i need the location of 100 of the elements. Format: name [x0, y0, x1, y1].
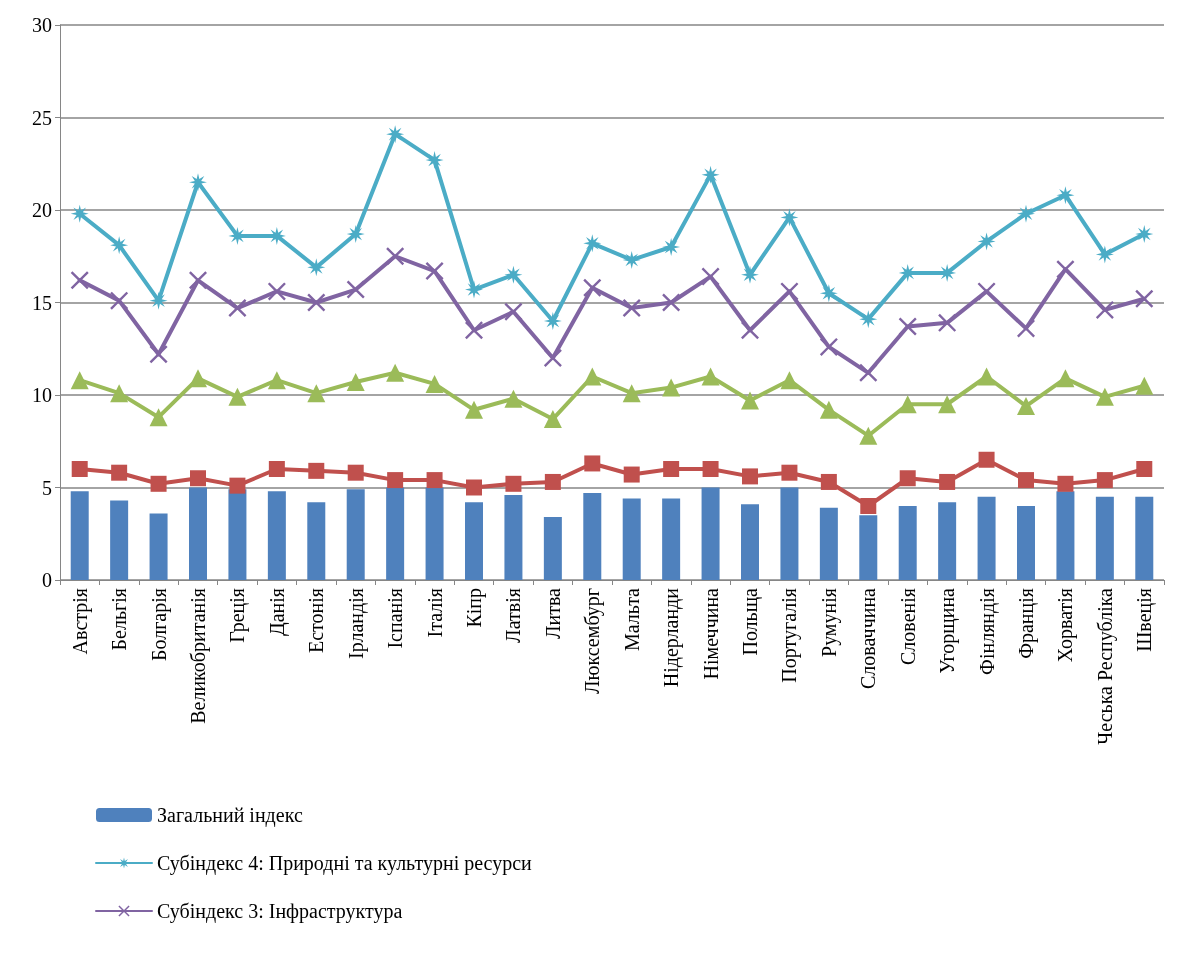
- point: [386, 247, 405, 266]
- point: [584, 455, 601, 472]
- x-tick-label: Словаччина: [857, 587, 880, 689]
- bar: [780, 487, 799, 580]
- bar: [898, 506, 917, 580]
- point: [307, 258, 326, 277]
- point: [387, 472, 404, 489]
- bar: [701, 487, 720, 580]
- x-tick-label: Мальта: [620, 587, 643, 652]
- point: [465, 280, 483, 299]
- point: [741, 265, 759, 284]
- point: [1095, 245, 1114, 264]
- point: [662, 378, 681, 397]
- point: [780, 208, 799, 227]
- point: [938, 313, 957, 332]
- bar: [741, 504, 759, 580]
- point: [267, 282, 286, 301]
- x-tick-label: Великобританія: [187, 588, 210, 724]
- point: [583, 278, 602, 297]
- point: [859, 363, 878, 382]
- point: [189, 173, 207, 192]
- point: [1095, 300, 1114, 319]
- bar: [465, 502, 483, 580]
- point: [111, 464, 128, 481]
- point: [819, 400, 838, 419]
- x-tick-label: Болгарія: [147, 588, 171, 662]
- point: [543, 410, 562, 429]
- point: [505, 475, 522, 492]
- x-tick-label: Румунія: [817, 588, 841, 657]
- x-tick-label: Кіпр: [463, 588, 486, 628]
- bar: [189, 487, 207, 580]
- bar: [307, 502, 326, 580]
- point: [1096, 472, 1113, 489]
- x-tick-label: Фінляндія: [975, 588, 999, 675]
- point: [1135, 376, 1154, 395]
- point: [860, 498, 877, 514]
- point: [741, 391, 759, 410]
- bar: [622, 498, 641, 580]
- point: [1018, 472, 1034, 489]
- point: [1017, 319, 1035, 338]
- point: [543, 312, 562, 330]
- x-tick-label: Греція: [226, 588, 250, 643]
- point: [741, 321, 759, 340]
- point: [425, 374, 444, 393]
- point: [1056, 260, 1075, 279]
- bar: [346, 489, 365, 580]
- x-tick-label: Латвія: [502, 588, 525, 643]
- x-tick-label: Ірландія: [344, 588, 368, 659]
- bar: [662, 498, 681, 580]
- point: [190, 470, 206, 487]
- point: [1057, 475, 1074, 492]
- y-tick-label: 20: [32, 199, 52, 221]
- x-tick-label: Словенія: [896, 588, 919, 665]
- bar: [267, 491, 286, 580]
- point: [978, 451, 995, 468]
- legend-label: Загальний індекс: [157, 804, 303, 827]
- point: [583, 367, 602, 386]
- point: [110, 291, 129, 310]
- y-tick-label: 10: [32, 384, 52, 406]
- point: [346, 225, 365, 244]
- point: [346, 373, 365, 392]
- bar: [1095, 496, 1114, 580]
- point: [229, 477, 246, 494]
- point: [110, 384, 129, 403]
- point: [504, 302, 523, 321]
- bar: [1056, 491, 1075, 580]
- x-tick-label: Чеська Республіка: [1093, 587, 1117, 745]
- x-tick-label: Угорщина: [936, 587, 960, 674]
- bar: [149, 513, 168, 580]
- point: [228, 299, 247, 318]
- y-tick-label: 0: [42, 569, 52, 591]
- point: [465, 400, 483, 419]
- y-tick-label: 25: [32, 106, 52, 129]
- point: [466, 479, 482, 496]
- bar: [583, 493, 602, 580]
- legend-label: Субіндекс 4: Природні та культурні ресурси: [157, 852, 533, 875]
- point: [504, 389, 523, 408]
- point: [1095, 387, 1114, 406]
- legend-label: Субіндекс 3: Інфраструктура: [157, 900, 403, 923]
- point: [701, 165, 720, 184]
- point: [662, 293, 681, 312]
- x-tick-label: Німеччина: [699, 587, 722, 680]
- x-tick-label: Швеція: [1133, 588, 1157, 652]
- point: [110, 236, 129, 255]
- point: [150, 475, 167, 492]
- x-tick-label: Італія: [423, 588, 446, 638]
- point: [189, 271, 207, 290]
- point: [623, 466, 640, 483]
- bar: [1017, 506, 1035, 580]
- point: [71, 461, 88, 477]
- x-tick-label: Люксембург: [581, 588, 605, 694]
- x-tick-label: Данія: [265, 588, 289, 636]
- point: [149, 408, 168, 427]
- bar: [819, 507, 838, 580]
- point: [267, 371, 286, 390]
- point: [543, 349, 562, 367]
- point: [1056, 369, 1075, 388]
- x-tick-label: Литва: [541, 587, 564, 640]
- x-tick-label: Франція: [1015, 588, 1038, 659]
- point: [386, 125, 405, 144]
